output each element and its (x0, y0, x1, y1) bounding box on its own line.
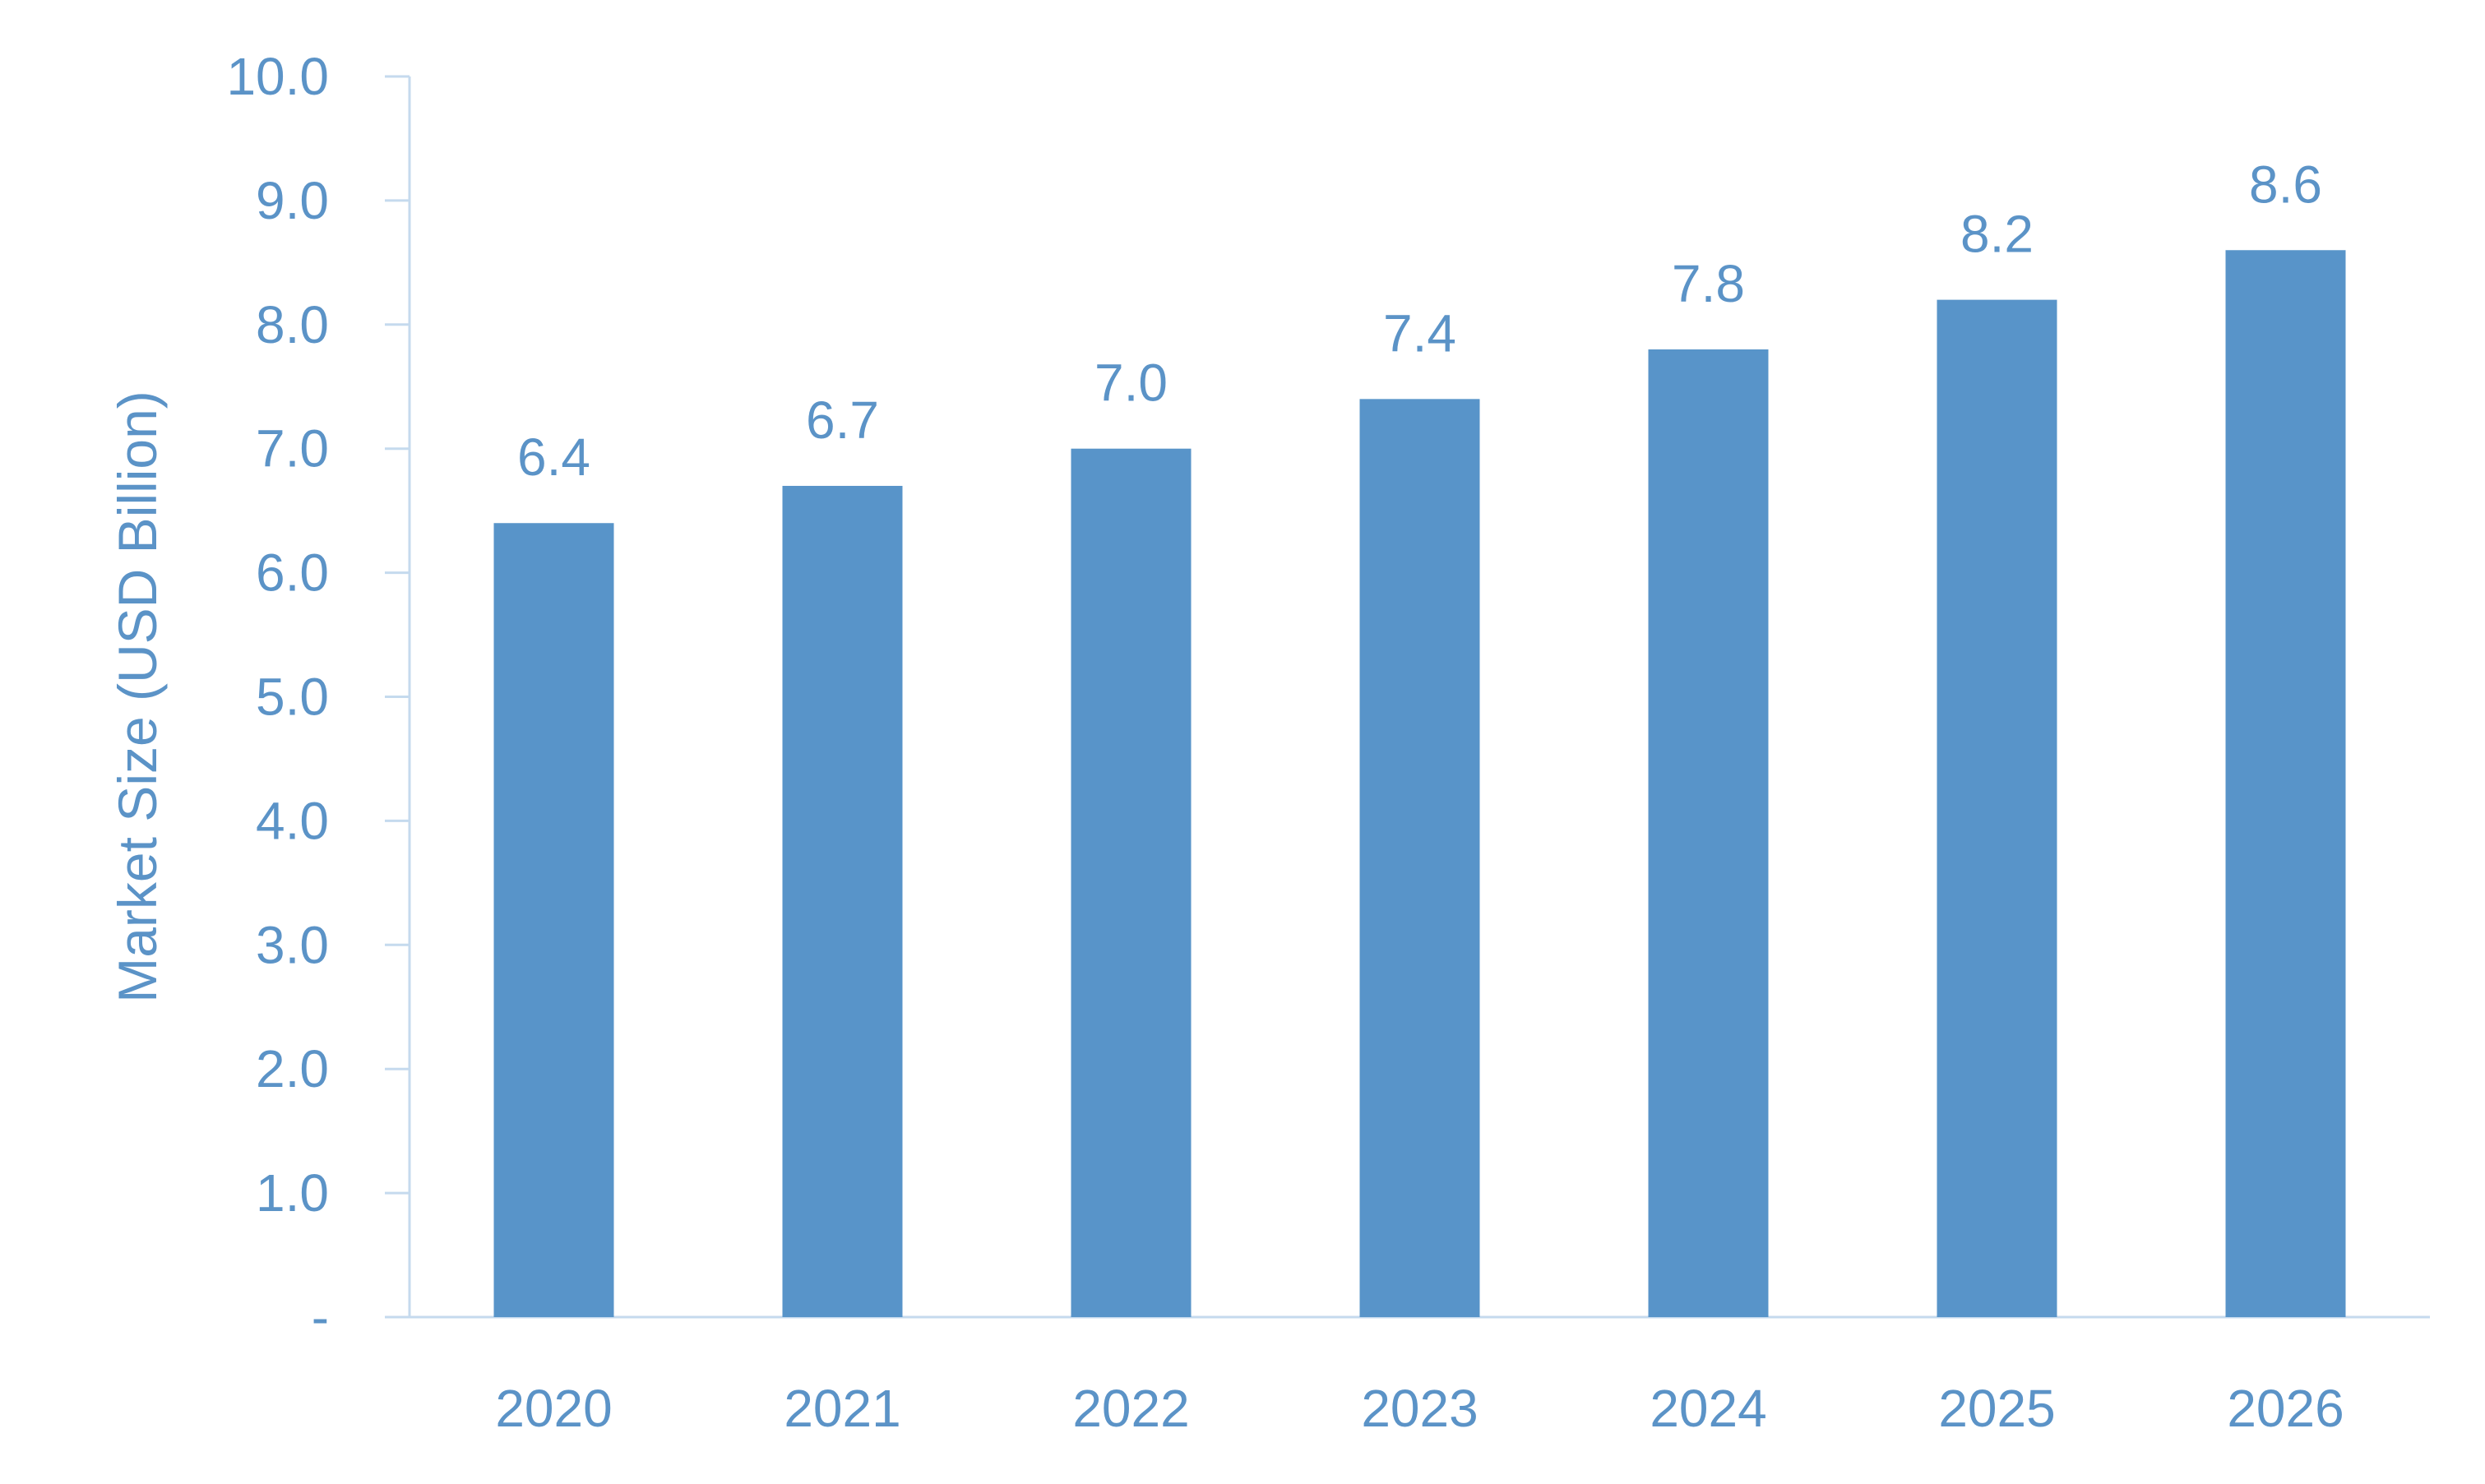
data-labels: 6.4 6.7 7.0 7.4 7.8 8.2 8.6 (517, 155, 2322, 487)
data-label-2021: 6.7 (806, 391, 879, 450)
y-tick-label: 4.0 (256, 791, 329, 850)
y-tick-label: 8.0 (256, 295, 329, 354)
bars (493, 250, 2346, 1318)
data-label-2023: 7.4 (1383, 303, 1456, 363)
x-tick-label-2024: 2024 (1650, 1379, 1766, 1438)
x-tick-label-2025: 2025 (1938, 1379, 2055, 1438)
data-label-2024: 7.8 (1672, 254, 1745, 313)
bar-2020 (493, 523, 614, 1317)
x-tick-label-2021: 2021 (784, 1379, 900, 1438)
y-tick-label: 1.0 (256, 1163, 329, 1223)
y-axis-ticks: - 1.0 2.0 3.0 4.0 5.0 6.0 7.0 8.0 9.0 10.0 (226, 47, 410, 1347)
bar-2022 (1071, 448, 1192, 1318)
data-label-2022: 7.0 (1094, 354, 1168, 413)
y-axis-label: Market Size (USD Billion) (107, 391, 168, 1003)
y-tick-label: 10.0 (226, 47, 329, 106)
y-tick-label: 2.0 (256, 1039, 329, 1098)
data-label-2025: 8.2 (1960, 205, 2034, 264)
x-tick-label-2026: 2026 (2227, 1379, 2344, 1438)
x-tick-label-2022: 2022 (1072, 1379, 1189, 1438)
bar-2025 (1937, 299, 2057, 1317)
y-tick-label: 6.0 (256, 543, 329, 603)
bar-2024 (1648, 349, 1769, 1318)
y-tick-label: 7.0 (256, 419, 329, 478)
y-tick-label: 5.0 (256, 668, 329, 727)
data-label-2026: 8.6 (2249, 155, 2322, 214)
x-tick-label-2020: 2020 (495, 1379, 612, 1438)
data-label-2020: 6.4 (517, 428, 590, 487)
y-tick-label: 9.0 (256, 171, 329, 230)
bar-2026 (2225, 250, 2346, 1317)
y-tick-label: - (312, 1288, 329, 1347)
y-tick-label: 3.0 (256, 915, 329, 974)
bar-2023 (1359, 399, 1480, 1318)
x-axis-ticks: 2020 2021 2022 2023 2024 2025 2026 (495, 1379, 2344, 1438)
x-tick-label-2023: 2023 (1361, 1379, 1478, 1438)
bar-2021 (782, 485, 903, 1317)
